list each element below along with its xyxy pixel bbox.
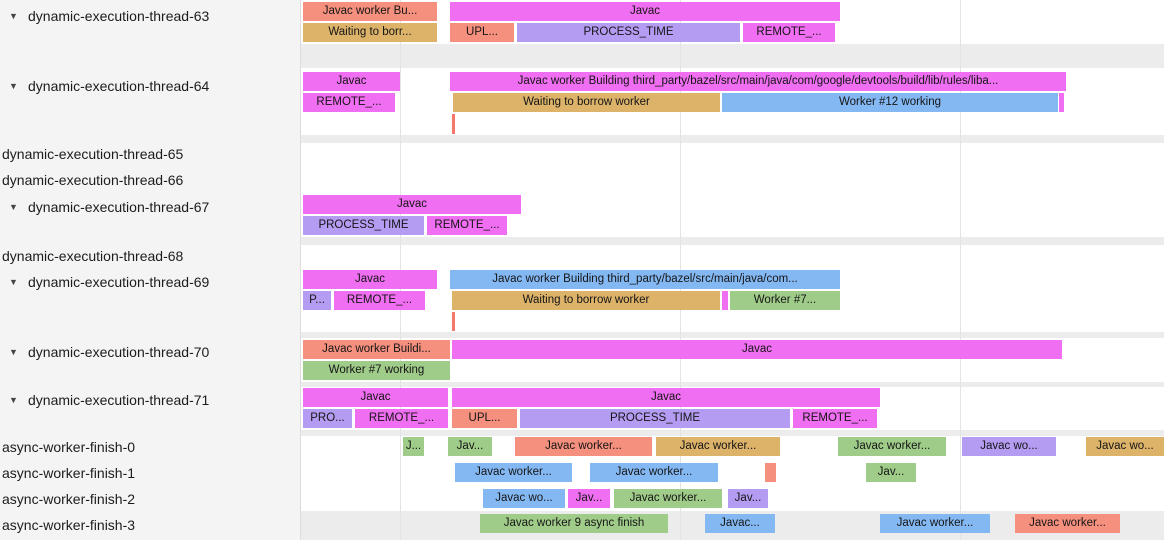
trace-slice[interactable]: REMOTE_... bbox=[427, 216, 507, 235]
collapse-arrow-icon[interactable]: ▼ bbox=[9, 347, 18, 357]
trace-slice[interactable]: Jav... bbox=[728, 489, 768, 508]
trace-slice[interactable]: REMOTE_... bbox=[793, 409, 877, 428]
trace-slice[interactable]: UPL... bbox=[452, 409, 517, 428]
trace-slice[interactable]: Javac bbox=[452, 340, 1062, 359]
trace-slice[interactable]: Javac worker Building third_party/bazel/… bbox=[450, 72, 1066, 91]
collapse-arrow-icon[interactable]: ▼ bbox=[9, 395, 18, 405]
row-band bbox=[300, 382, 1164, 387]
trace-slice[interactable]: J... bbox=[403, 437, 424, 456]
trace-slice[interactable]: PROCESS_TIME bbox=[303, 216, 424, 235]
thread-label: dynamic-execution-thread-63 bbox=[28, 8, 210, 24]
trace-slice[interactable]: P... bbox=[303, 291, 331, 310]
instant-event-tick[interactable] bbox=[452, 114, 455, 134]
thread-label: dynamic-execution-thread-66 bbox=[2, 172, 184, 188]
trace-slice[interactable]: Javac worker... bbox=[515, 437, 652, 456]
row-band bbox=[300, 135, 1164, 143]
thread-label: dynamic-execution-thread-71 bbox=[28, 392, 210, 408]
trace-slice[interactable]: Worker #7... bbox=[730, 291, 840, 310]
trace-slice[interactable]: REMOTE_... bbox=[303, 93, 395, 112]
thread-row[interactable]: ▼ dynamic-execution-thread-69 bbox=[0, 271, 300, 293]
trace-slice[interactable]: REMOTE_... bbox=[743, 23, 835, 42]
trace-slice[interactable]: Javac bbox=[303, 72, 400, 91]
thread-row[interactable]: dynamic-execution-thread-65 bbox=[0, 143, 300, 165]
trace-slice[interactable]: Jav... bbox=[866, 463, 916, 482]
thread-row[interactable]: ▼ dynamic-execution-thread-63 bbox=[0, 5, 300, 27]
trace-slice[interactable]: Javac worker... bbox=[1015, 514, 1120, 533]
thread-label: dynamic-execution-thread-68 bbox=[2, 248, 184, 264]
thread-row[interactable]: async-worker-finish-2 bbox=[0, 488, 300, 510]
row-band bbox=[300, 44, 1164, 68]
thread-label: dynamic-execution-thread-64 bbox=[28, 78, 210, 94]
trace-slice[interactable]: Jav... bbox=[568, 489, 610, 508]
thread-row[interactable]: ▼ dynamic-execution-thread-71 bbox=[0, 389, 300, 411]
trace-slice[interactable]: Jav... bbox=[448, 437, 492, 456]
trace-slice[interactable]: Javac bbox=[452, 388, 880, 407]
thread-label: dynamic-execution-thread-65 bbox=[2, 146, 184, 162]
thread-sidebar: ▼ dynamic-execution-thread-63 ▼ dynamic-exe… bbox=[0, 0, 301, 540]
trace-slice[interactable]: PROCESS_TIME bbox=[517, 23, 740, 42]
thread-row[interactable]: async-worker-finish-0 bbox=[0, 436, 300, 458]
trace-slice[interactable]: Javac wo... bbox=[1086, 437, 1164, 456]
trace-slice[interactable]: Worker #12 working bbox=[722, 93, 1058, 112]
row-band bbox=[300, 430, 1164, 436]
collapse-arrow-icon[interactable]: ▼ bbox=[9, 277, 18, 287]
thread-label: dynamic-execution-thread-69 bbox=[28, 274, 210, 290]
trace-slice[interactable]: Javac worker... bbox=[656, 437, 780, 456]
trace-slice[interactable]: REMOTE_... bbox=[334, 291, 425, 310]
trace-slice[interactable]: Worker #7 working bbox=[303, 361, 450, 380]
trace-slice[interactable] bbox=[722, 291, 728, 310]
trace-slice[interactable]: Javac worker Building third_party/bazel/… bbox=[450, 270, 840, 289]
thread-label: async-worker-finish-0 bbox=[2, 439, 136, 455]
trace-slice[interactable]: Javac bbox=[303, 270, 437, 289]
trace-slice[interactable] bbox=[1059, 93, 1064, 112]
thread-label: async-worker-finish-2 bbox=[2, 491, 136, 507]
thread-row[interactable]: async-worker-finish-3 bbox=[0, 514, 300, 536]
thread-label: async-worker-finish-3 bbox=[2, 517, 136, 533]
trace-slice[interactable]: Javac wo... bbox=[483, 489, 565, 508]
trace-slice[interactable]: REMOTE_... bbox=[355, 409, 448, 428]
trace-slice[interactable]: Javac worker... bbox=[838, 437, 946, 456]
trace-slice[interactable]: Javac worker 9 async finish bbox=[480, 514, 668, 533]
row-band bbox=[300, 237, 1164, 245]
time-gridline bbox=[960, 0, 961, 540]
trace-slice[interactable]: PROCESS_TIME bbox=[520, 409, 790, 428]
thread-row[interactable]: ▼ dynamic-execution-thread-67 bbox=[0, 196, 300, 218]
thread-label: async-worker-finish-1 bbox=[2, 465, 136, 481]
trace-slice[interactable]: Waiting to borrow worker bbox=[452, 291, 720, 310]
thread-row[interactable]: ▼ dynamic-execution-thread-64 bbox=[0, 75, 300, 97]
row-band bbox=[300, 332, 1164, 338]
trace-slice[interactable]: Javac worker Bu... bbox=[303, 2, 437, 21]
trace-slice[interactable]: Javac bbox=[303, 195, 521, 214]
thread-row[interactable]: dynamic-execution-thread-66 bbox=[0, 169, 300, 191]
trace-slice[interactable]: Javac worker... bbox=[614, 489, 722, 508]
trace-slice[interactable] bbox=[765, 463, 776, 482]
trace-slice[interactable]: Javac wo... bbox=[962, 437, 1056, 456]
trace-slice[interactable]: Javac bbox=[303, 388, 448, 407]
thread-label: dynamic-execution-thread-70 bbox=[28, 344, 210, 360]
trace-slice[interactable]: Javac worker... bbox=[880, 514, 990, 533]
thread-row[interactable]: dynamic-execution-thread-68 bbox=[0, 245, 300, 267]
trace-slice[interactable]: Javac worker... bbox=[455, 463, 572, 482]
trace-slice[interactable]: Javac bbox=[450, 2, 840, 21]
thread-row[interactable]: async-worker-finish-1 bbox=[0, 462, 300, 484]
collapse-arrow-icon[interactable]: ▼ bbox=[9, 81, 18, 91]
trace-slice[interactable]: Javac worker Buildi... bbox=[303, 340, 450, 359]
trace-slice[interactable]: PRO... bbox=[303, 409, 352, 428]
trace-slice[interactable]: Waiting to borrow worker bbox=[453, 93, 720, 112]
trace-slice[interactable]: UPL... bbox=[450, 23, 514, 42]
collapse-arrow-icon[interactable]: ▼ bbox=[9, 202, 18, 212]
trace-slice[interactable]: Javac... bbox=[705, 514, 775, 533]
thread-label: dynamic-execution-thread-67 bbox=[28, 199, 210, 215]
trace-slice[interactable]: Waiting to borr... bbox=[303, 23, 437, 42]
collapse-arrow-icon[interactable]: ▼ bbox=[9, 11, 18, 21]
instant-event-tick[interactable] bbox=[452, 312, 455, 331]
trace-slice[interactable]: Javac worker... bbox=[590, 463, 718, 482]
thread-row[interactable]: ▼ dynamic-execution-thread-70 bbox=[0, 341, 300, 363]
